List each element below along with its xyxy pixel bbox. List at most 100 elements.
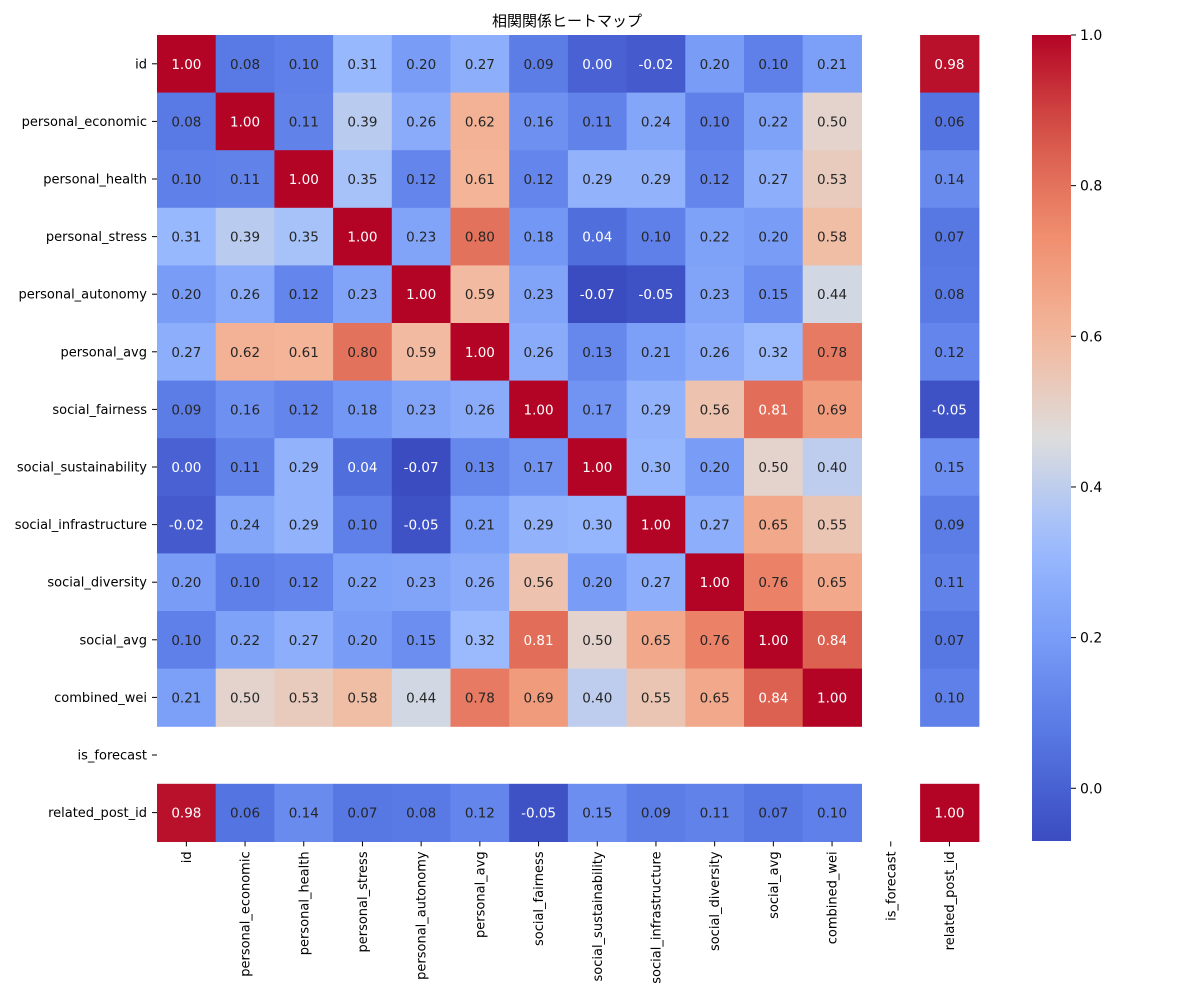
heatmap-cell	[333, 380, 393, 439]
cell-value-label: 0.27	[171, 345, 201, 361]
column-tick-label: personal_economic	[239, 851, 254, 976]
heatmap-cell	[626, 380, 686, 439]
cell-value-label: 0.69	[524, 690, 554, 706]
cell-value-label: 0.15	[582, 806, 612, 822]
heatmap-cell	[215, 553, 275, 612]
cell-value-label: 0.59	[406, 345, 436, 361]
cell-value-label: 0.62	[230, 345, 260, 361]
cell-value-label: 0.56	[524, 575, 554, 591]
heatmap-cell	[685, 380, 745, 439]
colorbar-tick-label: 0.2	[1080, 631, 1102, 647]
heatmap-cell	[391, 553, 452, 612]
heatmap-cell	[509, 92, 569, 151]
cell-value-label: -0.07	[404, 460, 439, 476]
cell-value-label: 0.23	[700, 287, 730, 303]
cell-value-label: 0.50	[582, 633, 612, 649]
cell-value-label: 0.76	[700, 633, 730, 649]
cell-value-label: -0.05	[404, 518, 439, 534]
cell-value-label: 0.10	[171, 172, 201, 188]
row-tick-label: social_infrastructure	[15, 518, 147, 533]
heatmap-cell	[920, 783, 980, 842]
cell-value-label: 0.27	[758, 172, 788, 188]
cell-value-label: 0.16	[524, 114, 554, 130]
cell-value-label: 0.23	[406, 230, 436, 246]
cell-value-label: 0.06	[230, 806, 260, 822]
heatmap-cell	[391, 92, 452, 151]
heatmap-cell	[626, 553, 686, 612]
cell-value-label: 0.55	[817, 518, 847, 534]
cell-value-label: 0.80	[347, 345, 377, 361]
cell-value-label: 0.20	[171, 575, 201, 591]
heatmap-cell	[567, 150, 628, 209]
heatmap-cell	[744, 668, 804, 727]
heatmap-cell	[215, 611, 275, 670]
cell-value-label: 0.18	[524, 230, 554, 246]
heatmap-cell	[626, 207, 686, 266]
cell-value-label: 0.11	[700, 806, 730, 822]
cell-value-label: 0.53	[817, 172, 847, 188]
heatmap-cell	[157, 438, 217, 497]
heatmap-cell	[333, 495, 393, 554]
heatmap-cell	[391, 150, 452, 209]
cell-value-label: 0.00	[171, 460, 201, 476]
cell-value-label: 0.08	[934, 287, 964, 303]
cell-value-label: -0.05	[521, 806, 556, 822]
cell-value-label: 0.12	[524, 172, 554, 188]
heatmap-cell	[920, 265, 980, 324]
heatmap-cell	[274, 783, 334, 842]
cell-value-label: 0.32	[465, 633, 495, 649]
column-tick-label: personal_autonomy	[415, 851, 430, 980]
cell-value-label: 0.22	[758, 114, 788, 130]
cell-value-label: 0.50	[817, 114, 847, 130]
heatmap-cell	[567, 265, 628, 324]
heatmap-cell	[391, 668, 452, 727]
cell-value-label: 0.84	[758, 690, 788, 706]
cell-value-label: 0.65	[817, 575, 847, 591]
heatmap-cell	[567, 35, 628, 94]
cell-value-label: 0.78	[817, 345, 847, 361]
cell-value-label: 0.29	[641, 172, 671, 188]
heatmap-cell	[215, 323, 275, 382]
heatmap-cell	[744, 265, 804, 324]
heatmap-cell	[333, 150, 393, 209]
heatmap-cell	[391, 323, 452, 382]
heatmap-cell	[157, 495, 217, 554]
heatmap-cell	[567, 207, 628, 266]
heatmap-cell	[157, 783, 217, 842]
cell-value-label: 0.26	[465, 575, 495, 591]
cell-value-label: 0.84	[817, 633, 847, 649]
cell-value-label: 0.10	[758, 57, 788, 73]
row-tick-label: personal_avg	[60, 345, 147, 360]
cell-value-label: 0.27	[641, 575, 671, 591]
heatmap-cell	[274, 495, 334, 554]
cell-value-label: 0.17	[524, 460, 554, 476]
cell-value-label: 0.09	[641, 806, 671, 822]
cell-value-label: 0.76	[758, 575, 788, 591]
heatmap-cell	[802, 611, 862, 670]
cell-value-label: 1.00	[289, 172, 319, 188]
cell-value-label: 0.58	[817, 230, 847, 246]
row-tick-label: related_post_id	[48, 806, 147, 821]
cell-value-label: 0.11	[582, 114, 612, 130]
heatmap-cell	[920, 92, 980, 151]
heatmap-cell	[157, 92, 217, 151]
column-tick-label: personal_avg	[473, 851, 488, 938]
heatmap-cell	[920, 553, 980, 612]
heatmap-cell	[215, 495, 275, 554]
cell-value-label: 0.50	[758, 460, 788, 476]
heatmap-cell	[744, 150, 804, 209]
heatmap-cell	[744, 438, 804, 497]
heatmap-cell	[215, 380, 275, 439]
heatmap-cell	[802, 380, 862, 439]
heatmap-cell	[333, 553, 393, 612]
heatmap-cell	[685, 553, 745, 612]
heatmap-cell	[626, 35, 686, 94]
cell-value-label: 1.00	[700, 575, 730, 591]
cell-value-label: -0.02	[169, 518, 204, 534]
heatmap-cell	[450, 380, 510, 439]
heatmap-cell	[744, 323, 804, 382]
cell-value-label: 0.69	[817, 402, 847, 418]
cell-value-label: 0.11	[934, 575, 964, 591]
heatmap-cell	[685, 265, 745, 324]
